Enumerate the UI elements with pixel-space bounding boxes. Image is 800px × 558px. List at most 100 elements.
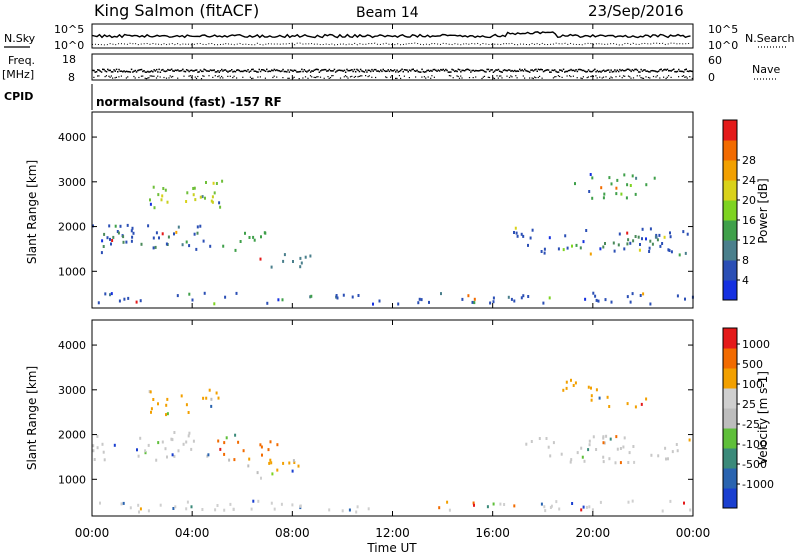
freq-point — [329, 70, 332, 72]
nave-point — [349, 76, 352, 78]
freq-point — [237, 69, 239, 71]
nave-point — [391, 75, 393, 77]
freq-left-tick-top: 18 — [62, 53, 76, 66]
range-gate-cell — [186, 191, 189, 195]
freq-point — [103, 68, 105, 71]
range-gate-cell — [201, 508, 204, 511]
range-gate-cell — [608, 457, 611, 461]
range-gate-cell — [619, 447, 622, 450]
range-gate-cell — [341, 509, 344, 513]
range-gate-cell — [591, 508, 594, 512]
freq-point — [341, 69, 343, 72]
freq-point — [283, 70, 286, 73]
range-gate-cell — [185, 440, 188, 444]
range-gate-cell — [148, 390, 151, 393]
freq-point — [522, 70, 525, 72]
freq-point — [445, 68, 447, 71]
freq-point — [382, 68, 384, 71]
freq-point — [569, 69, 571, 72]
nave-point — [222, 77, 224, 79]
nave-point — [639, 75, 641, 77]
nave-point — [511, 76, 513, 78]
freq-point — [431, 70, 433, 72]
nave-point — [493, 77, 496, 80]
range-gate-cell — [566, 246, 569, 250]
freq-point — [691, 70, 694, 73]
freq-point — [140, 68, 143, 71]
range-gate-cell — [203, 291, 206, 295]
freq-point — [261, 69, 263, 71]
range-gate-cell — [584, 297, 587, 301]
nave-point — [403, 75, 405, 77]
colorbar-segment — [723, 260, 737, 281]
nave-point — [311, 76, 313, 78]
freq-point — [391, 70, 393, 72]
freq-point — [378, 70, 381, 73]
range-gate-cell — [440, 292, 442, 296]
range-gate-cell — [160, 198, 163, 202]
range-gate-cell — [579, 246, 582, 250]
freq-point — [579, 68, 581, 71]
nave-point — [118, 76, 120, 78]
range-gate-cell — [335, 295, 338, 299]
freq-point — [552, 69, 555, 72]
range-gate-cell — [96, 446, 99, 450]
freq-point — [626, 68, 629, 70]
range-gate-cell — [276, 443, 279, 447]
freq-point — [334, 71, 337, 73]
range-gate-cell — [217, 439, 220, 443]
freq-point — [343, 69, 346, 72]
freq-point — [346, 68, 348, 71]
power-yaxis: 1000 2000 3000 4000 — [58, 131, 693, 278]
freq-point — [188, 70, 190, 73]
freq-point — [491, 69, 493, 71]
freq-point — [284, 70, 287, 73]
range-gate-cell — [622, 445, 625, 449]
freq-point — [485, 71, 487, 73]
nave-point — [272, 76, 274, 79]
freq-point — [167, 68, 169, 71]
range-gate-cell — [689, 508, 692, 512]
nave-point — [559, 75, 561, 78]
nave-point — [552, 77, 554, 79]
freq-point — [659, 69, 661, 71]
freq-point — [501, 71, 503, 73]
freq-point — [428, 70, 431, 72]
freq-point — [123, 70, 125, 72]
freq-point — [627, 68, 630, 71]
range-gate-cell — [555, 500, 558, 504]
range-gate-cell — [214, 508, 217, 512]
range-gate-cell — [185, 200, 188, 203]
nave-point — [212, 76, 214, 78]
range-gate-cell — [342, 293, 345, 297]
nave-point — [127, 76, 129, 78]
freq-point — [591, 70, 594, 73]
range-gate-cell — [397, 302, 400, 306]
freq-point — [521, 69, 523, 71]
freq-point — [272, 69, 274, 72]
range-gate-cell — [335, 294, 338, 297]
freq-point — [544, 70, 546, 72]
nave-point — [488, 76, 491, 79]
freq-point — [287, 69, 289, 71]
range-gate-cell — [199, 195, 202, 199]
range-gate-cell — [270, 461, 273, 465]
freq-point — [426, 69, 428, 72]
freq-point — [371, 68, 373, 71]
freq-point — [432, 68, 435, 71]
freq-point — [656, 71, 659, 73]
nave-point — [347, 77, 349, 79]
range-gate-cell — [540, 502, 543, 506]
power-colorbar-label: Power [dB] — [756, 178, 770, 243]
freq-point — [417, 70, 419, 73]
range-gate-cell — [300, 261, 303, 265]
freq-point — [154, 70, 157, 72]
freq-point — [565, 70, 567, 73]
range-gate-cell — [590, 386, 592, 390]
range-gate-cell — [575, 243, 578, 247]
freq-point — [562, 68, 565, 71]
nave-point — [602, 76, 605, 78]
nave-point — [611, 77, 613, 79]
velocity-panel: 1000 2000 3000 4000 Slant Range [km] 1000 50… — [25, 319, 774, 517]
nave-point — [587, 76, 589, 78]
